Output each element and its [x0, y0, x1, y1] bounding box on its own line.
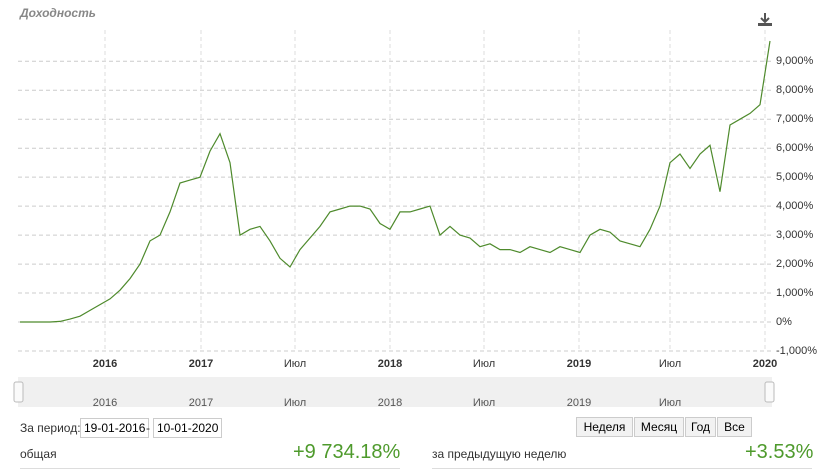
divider	[432, 468, 812, 469]
y-tick-label: 4,000%	[776, 200, 814, 212]
navigator-label: Июл	[473, 397, 495, 409]
x-tick-label: 2017	[189, 358, 213, 370]
total-label: общая	[20, 447, 57, 461]
y-tick-label: -1,000%	[776, 345, 817, 357]
date-from[interactable]: 19-01-2016	[80, 418, 150, 438]
x-tick-label: Июл	[284, 358, 306, 370]
x-tick-label: Июл	[659, 358, 681, 370]
line	[20, 40, 771, 323]
divider	[20, 468, 400, 469]
y-tick-label: 9,000%	[776, 55, 814, 67]
y-tick-label: 1,000%	[776, 287, 814, 299]
y-tick-label: 6,000%	[776, 142, 814, 154]
period-button[interactable]: Месяц	[634, 417, 684, 437]
x-tick-label: 2019	[567, 358, 591, 370]
navigator-label: 2017	[189, 397, 213, 409]
navigator-label: Июл	[659, 397, 681, 409]
period-button[interactable]: Неделя	[576, 417, 633, 437]
week-value: +3.53%	[745, 441, 814, 463]
x-tick-label: 2020	[753, 358, 777, 370]
date-dash: -	[146, 421, 150, 435]
total-value: +9 734.18%	[293, 441, 401, 463]
y-tick-label: 0%	[776, 316, 792, 328]
y-tick-label: 7,000%	[776, 113, 814, 125]
download-icon[interactable]	[758, 13, 772, 26]
navigator-label: Июл	[284, 397, 306, 409]
navigator-handle[interactable]	[764, 381, 775, 403]
chart: Доходность -1,000% 0% 1,000% 2,000% 3,000% 4,…	[13, 6, 817, 409]
x-tick-label: 2016	[93, 358, 117, 370]
navigator-handle[interactable]	[13, 381, 24, 403]
period-button[interactable]: Год	[685, 417, 716, 437]
x-tick-label: 2018	[378, 358, 402, 370]
x-tick-label: Июл	[473, 358, 495, 370]
week-label: за предыдущую неделю	[432, 447, 567, 461]
y-tick-label: 2,000%	[776, 258, 814, 270]
y-tick-label: 5,000%	[776, 171, 814, 183]
navigator-label: 2019	[567, 397, 591, 409]
y-tick-label: 3,000%	[776, 229, 814, 241]
navigator-label: 2016	[93, 397, 117, 409]
navigator-label: 2018	[378, 397, 402, 409]
chart-title: Доходность	[19, 6, 96, 20]
period-label: За период:	[20, 421, 81, 435]
period-button[interactable]: Все	[717, 417, 752, 437]
date-to[interactable]: 10-01-2020	[153, 418, 223, 438]
y-tick-label: 8,000%	[776, 84, 814, 96]
navigator[interactable]	[18, 377, 772, 407]
